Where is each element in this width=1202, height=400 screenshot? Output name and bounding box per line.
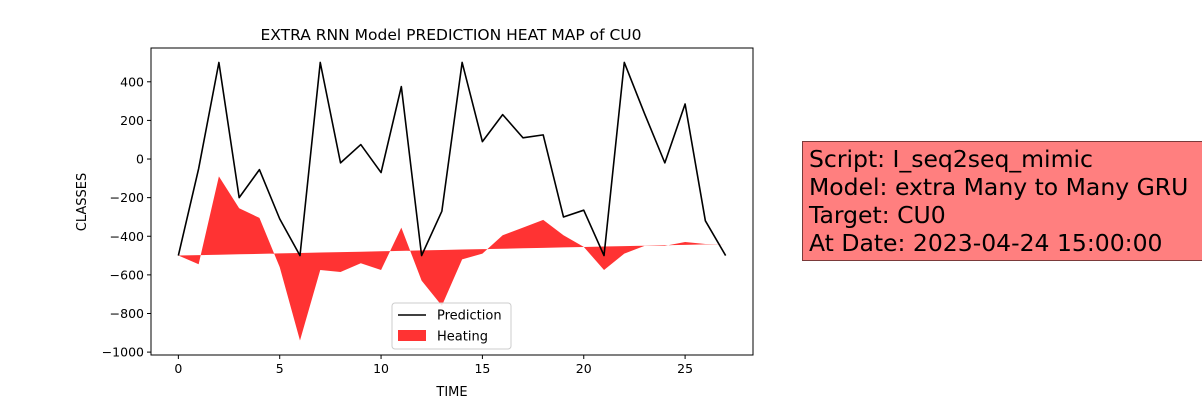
info-date: At Date: 2023-04-24 15:00:00 xyxy=(809,229,1163,257)
x-axis-ticks: 0 5 10 15 20 25 xyxy=(174,355,693,376)
x-axis-label: TIME xyxy=(435,385,467,400)
y-tick-label: −600 xyxy=(110,267,144,282)
y-tick-label: −800 xyxy=(110,306,144,321)
heating-area-layer xyxy=(178,176,726,341)
plot-frame xyxy=(150,47,754,356)
x-tick-label: 25 xyxy=(677,361,693,376)
info-script: Script: I_seq2seq_mimic xyxy=(809,145,1093,173)
prediction-line-layer xyxy=(177,61,727,257)
x-tick-label: 0 xyxy=(174,361,182,376)
x-tick-label: 15 xyxy=(474,361,490,376)
info-model: Model: extra Many to Many GRU xyxy=(809,173,1189,201)
y-axis-label: CLASSES xyxy=(75,173,90,231)
x-tick-label: 20 xyxy=(576,361,592,376)
prediction-line xyxy=(177,61,727,257)
y-tick-label: −400 xyxy=(110,229,144,244)
y-tick-label: −1000 xyxy=(102,345,144,360)
legend-heating-swatch xyxy=(398,330,426,341)
y-tick-label: 200 xyxy=(120,113,144,128)
legend-heating-label: Heating xyxy=(437,330,488,345)
y-axis-ticks: −1000 −800 −600 −400 −200 0 200 400 xyxy=(102,74,151,360)
heating-area xyxy=(178,176,726,341)
legend: Prediction Heating xyxy=(391,302,512,350)
chart-title: EXTRA RNN Model PREDICTION HEAT MAP of C… xyxy=(260,26,641,44)
y-tick-label: 0 xyxy=(136,152,144,167)
info-target: Target: CU0 xyxy=(809,201,946,229)
info-box: Script: I_seq2seq_mimic Model: extra Man… xyxy=(802,141,1202,261)
legend-prediction-label: Prediction xyxy=(437,309,502,324)
x-tick-label: 5 xyxy=(276,361,284,376)
y-tick-label: 400 xyxy=(120,74,144,89)
x-tick-label: 10 xyxy=(373,361,389,376)
y-tick-label: −200 xyxy=(110,190,144,205)
